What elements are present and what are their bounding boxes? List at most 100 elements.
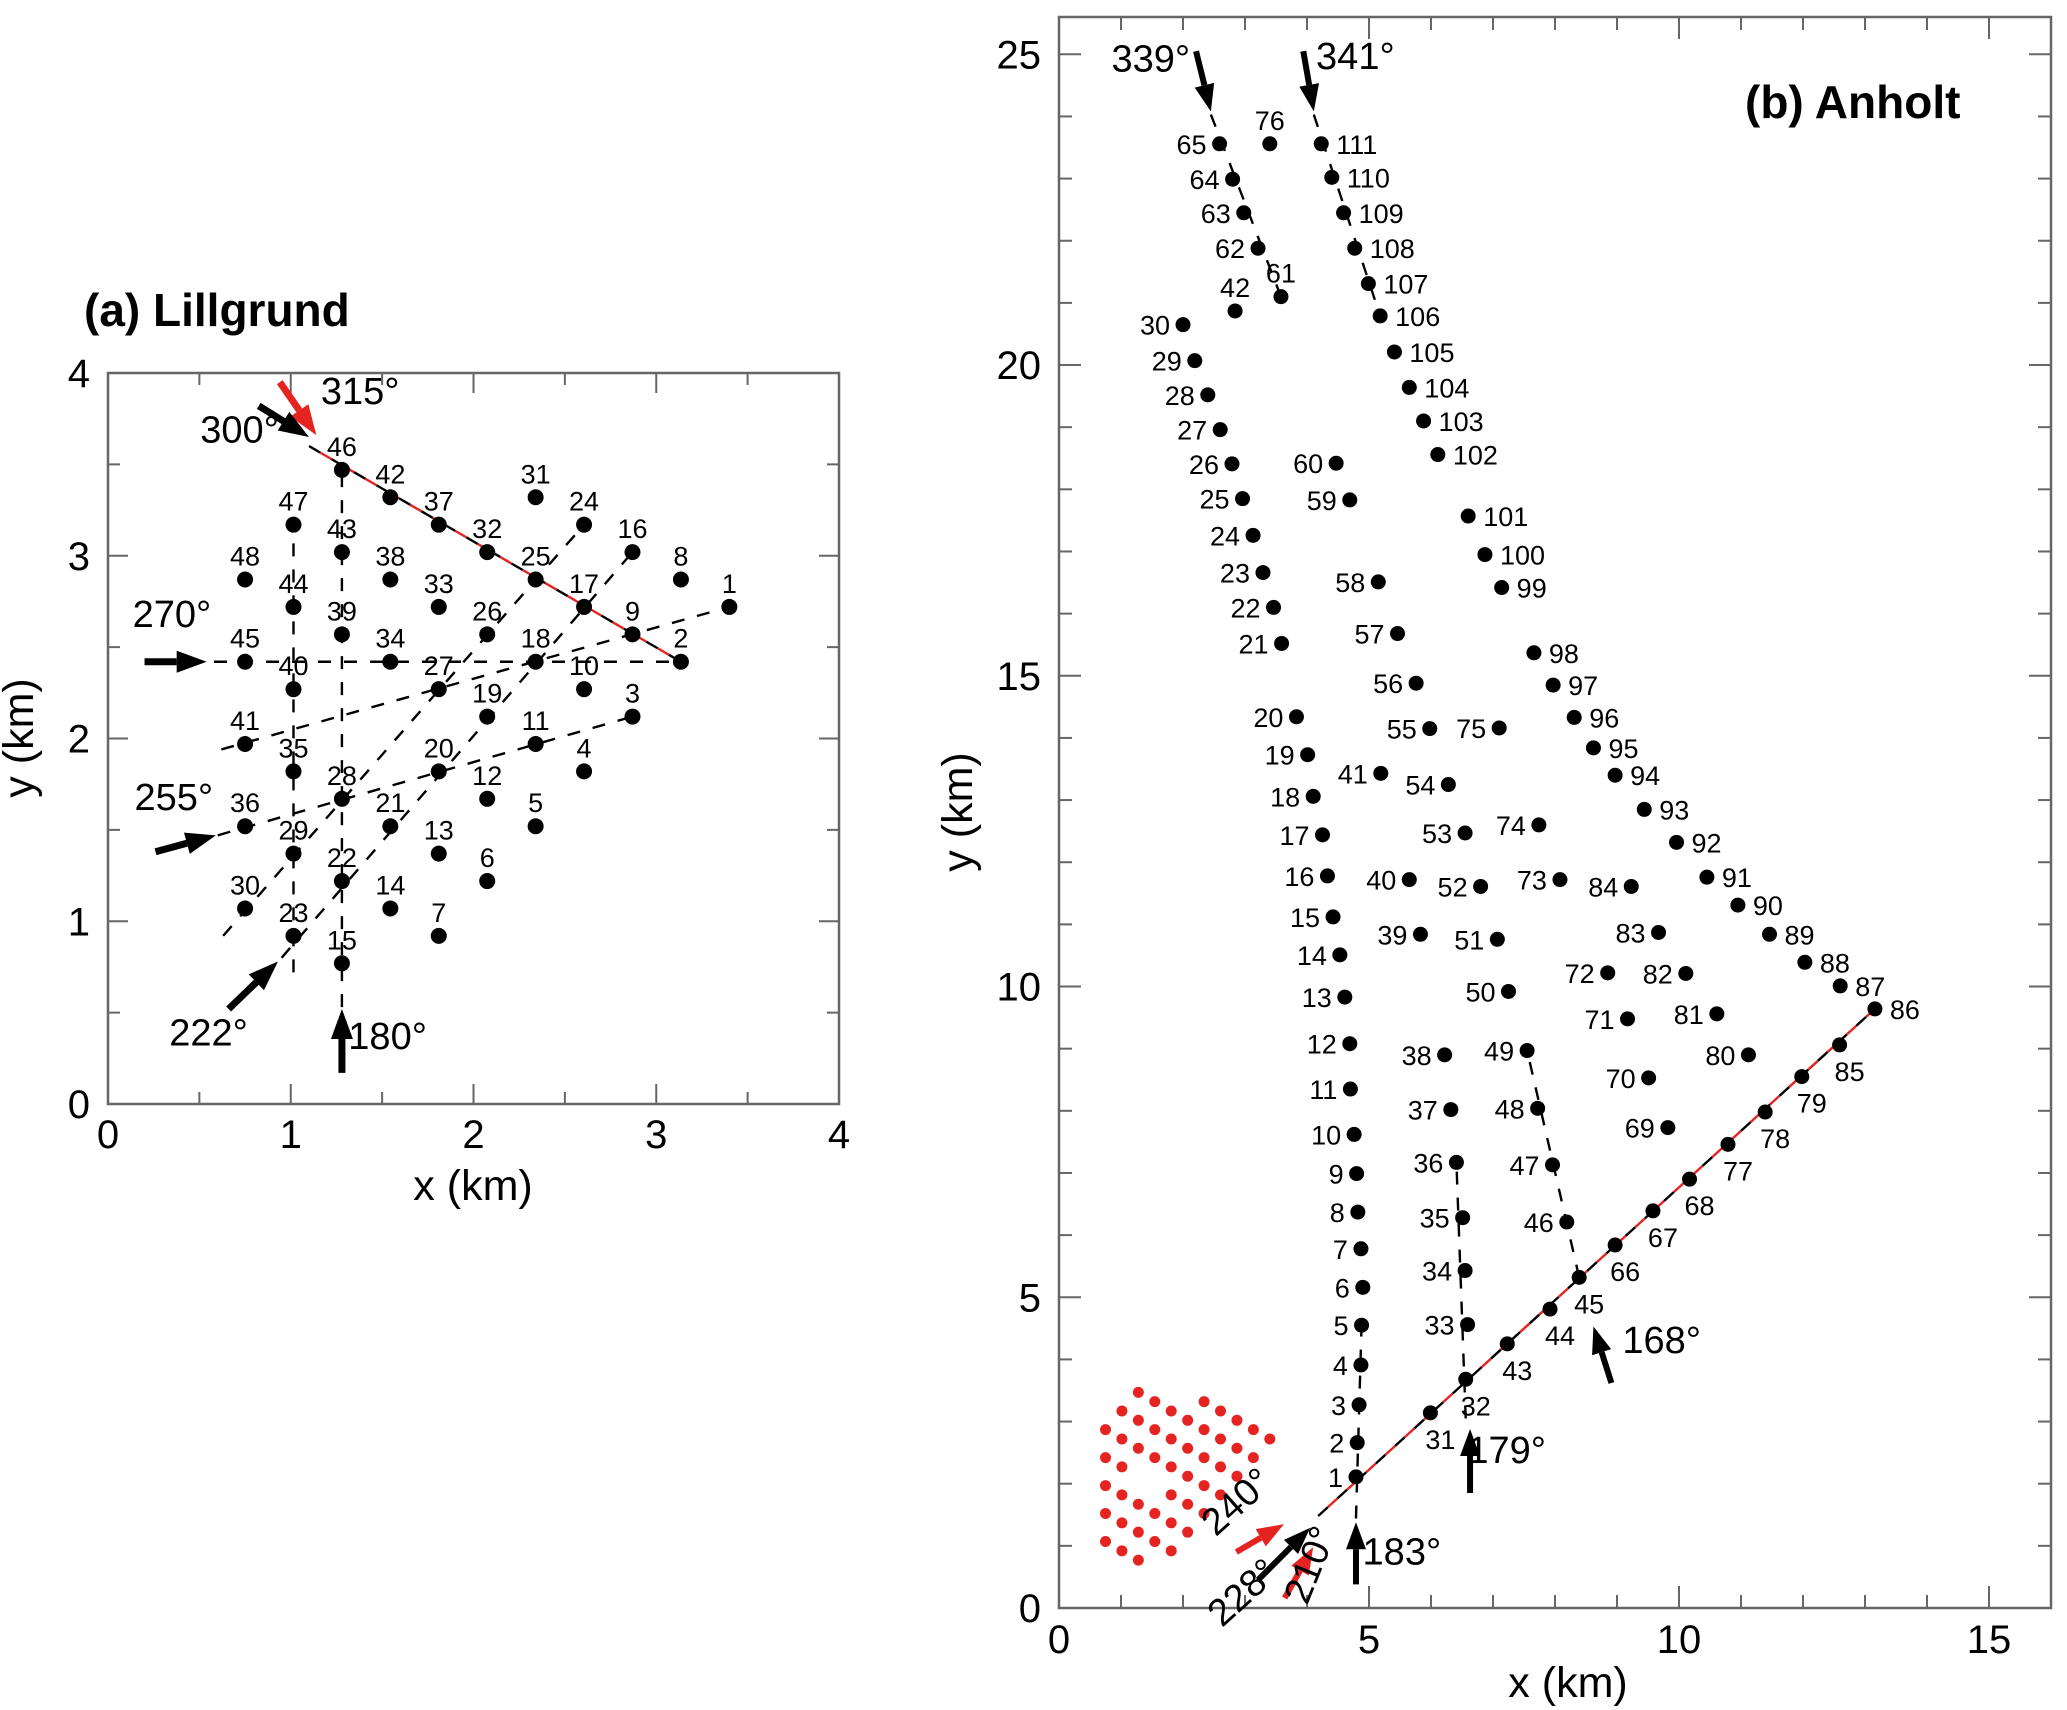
turbine-dot [1545,677,1561,693]
turbine-label: 14 [375,870,405,900]
y-tick-label: 2 [68,718,90,762]
turbine-label: 11 [522,706,550,736]
turbine-dot [1501,983,1516,999]
turbine-label: 47 [278,487,308,517]
turbine-dot [285,681,302,698]
turbine-label: 26 [472,596,502,626]
turbine-dot [1559,1214,1575,1230]
red-cluster-dot [1116,1517,1128,1529]
turbine-label: 80 [1705,1041,1735,1071]
turbine-label: 74 [1496,811,1526,841]
red-cluster-dot [1247,1452,1259,1464]
wind-direction-label: 315° [321,371,400,413]
x-axis-title: x (km) [1508,1659,1627,1707]
x-tick-label: 5 [1358,1618,1380,1662]
turbine-dot [1620,1011,1636,1027]
turbine-label: 1 [1328,1463,1343,1493]
turbine-label: 33 [424,569,454,599]
turbine-label: 16 [617,514,647,544]
turbine-dot [672,571,689,588]
wind-arrow-head [1255,1524,1285,1547]
turbine-label: 39 [1377,920,1407,950]
turbine-label: 30 [230,870,260,900]
turbine-dot [1342,1036,1358,1052]
turbine-label: 43 [1502,1356,1532,1386]
wind-arrow-head [1345,1522,1366,1550]
turbine-dot [1422,721,1438,737]
turbine-label: 44 [1545,1321,1575,1351]
turbine-label: 96 [1589,703,1619,733]
turbine-dot [1457,825,1473,841]
turbine-label: 31 [521,459,551,489]
turbine-label: 7 [431,898,446,928]
turbine-label: 28 [327,761,357,791]
turbine-dot [285,516,302,533]
x-tick-label: 1 [280,1113,302,1157]
turbine-label: 51 [1454,925,1484,955]
turbine-label: 21 [1239,629,1269,659]
plot-title: (b) Anholt [1745,76,1960,128]
turbine-label: 58 [1335,568,1365,598]
turbine-label: 97 [1568,671,1598,701]
turbine-label: 50 [1465,977,1495,1007]
wind-direction-label: 179° [1467,1430,1546,1472]
turbine-label: 4 [1333,1351,1348,1381]
turbine-dot [479,626,496,643]
turbine-dot [1832,978,1848,994]
turbine-label: 41 [1338,759,1368,789]
guide-line [217,715,633,837]
turbine-dot [624,544,641,561]
turbine-label: 36 [230,788,260,818]
turbine-label: 83 [1615,918,1645,948]
turbine-dot [1348,1469,1364,1485]
turbine-label: 19 [472,679,502,709]
wind-arrow-shaft [1255,1544,1294,1583]
wind-direction-label: 183° [1363,1531,1442,1573]
red-cluster-dot [1100,1452,1111,1464]
turbine-label: 106 [1395,302,1440,332]
turbine-dot [1709,1006,1725,1022]
turbine-dot [1412,926,1428,942]
red-cluster-dot [1100,1424,1111,1436]
turbine-dot [333,955,350,972]
y-tick-label: 5 [1019,1276,1041,1320]
turbine-label: 110 [1347,163,1390,193]
turbine-dot [1867,1001,1883,1017]
turbine-label: 73 [1517,866,1547,896]
turbine-dot [1336,205,1352,221]
red-cluster-dot [1215,1489,1227,1501]
turbine-dot [1353,1357,1369,1373]
turbine-dot [1315,827,1330,843]
guide-line [280,551,634,959]
turbine-dot [1351,1397,1367,1413]
turbine-label: 66 [1610,1257,1640,1287]
red-cluster-dot [1215,1461,1227,1473]
turbine-dot [1175,317,1191,333]
turbine-label: 28 [1165,381,1195,411]
turbine-dot [1250,240,1266,256]
turbine-label: 41 [230,706,260,736]
turbine-label: 38 [1402,1041,1432,1071]
turbine-label: 92 [1692,828,1722,858]
wind-direction-label: 255° [134,777,213,819]
turbine-dot [1623,878,1639,894]
turbine-dot [479,708,496,725]
turbine-label: 64 [1190,165,1220,195]
red-cluster-dot [1247,1424,1259,1436]
turbine-dot [1651,924,1667,940]
turbine-dot [1526,645,1542,661]
wind-arrow-shaft [1598,1351,1615,1384]
turbine-dot [1386,344,1402,360]
red-cluster-dot [1116,1545,1128,1557]
red-cluster-dot [1116,1433,1128,1445]
turbine-dot [285,763,302,780]
guide-line [1455,1162,1467,1419]
turbine-label: 26 [1189,450,1219,480]
red-cluster-dot [1100,1480,1111,1492]
turbine-label: 24 [1210,521,1240,551]
turbine-dot [1313,136,1329,152]
turbine-label: 21 [375,788,405,818]
turbine-dot [1347,240,1363,256]
red-cluster-dot [1116,1405,1128,1417]
turbine-label: 22 [327,843,357,873]
